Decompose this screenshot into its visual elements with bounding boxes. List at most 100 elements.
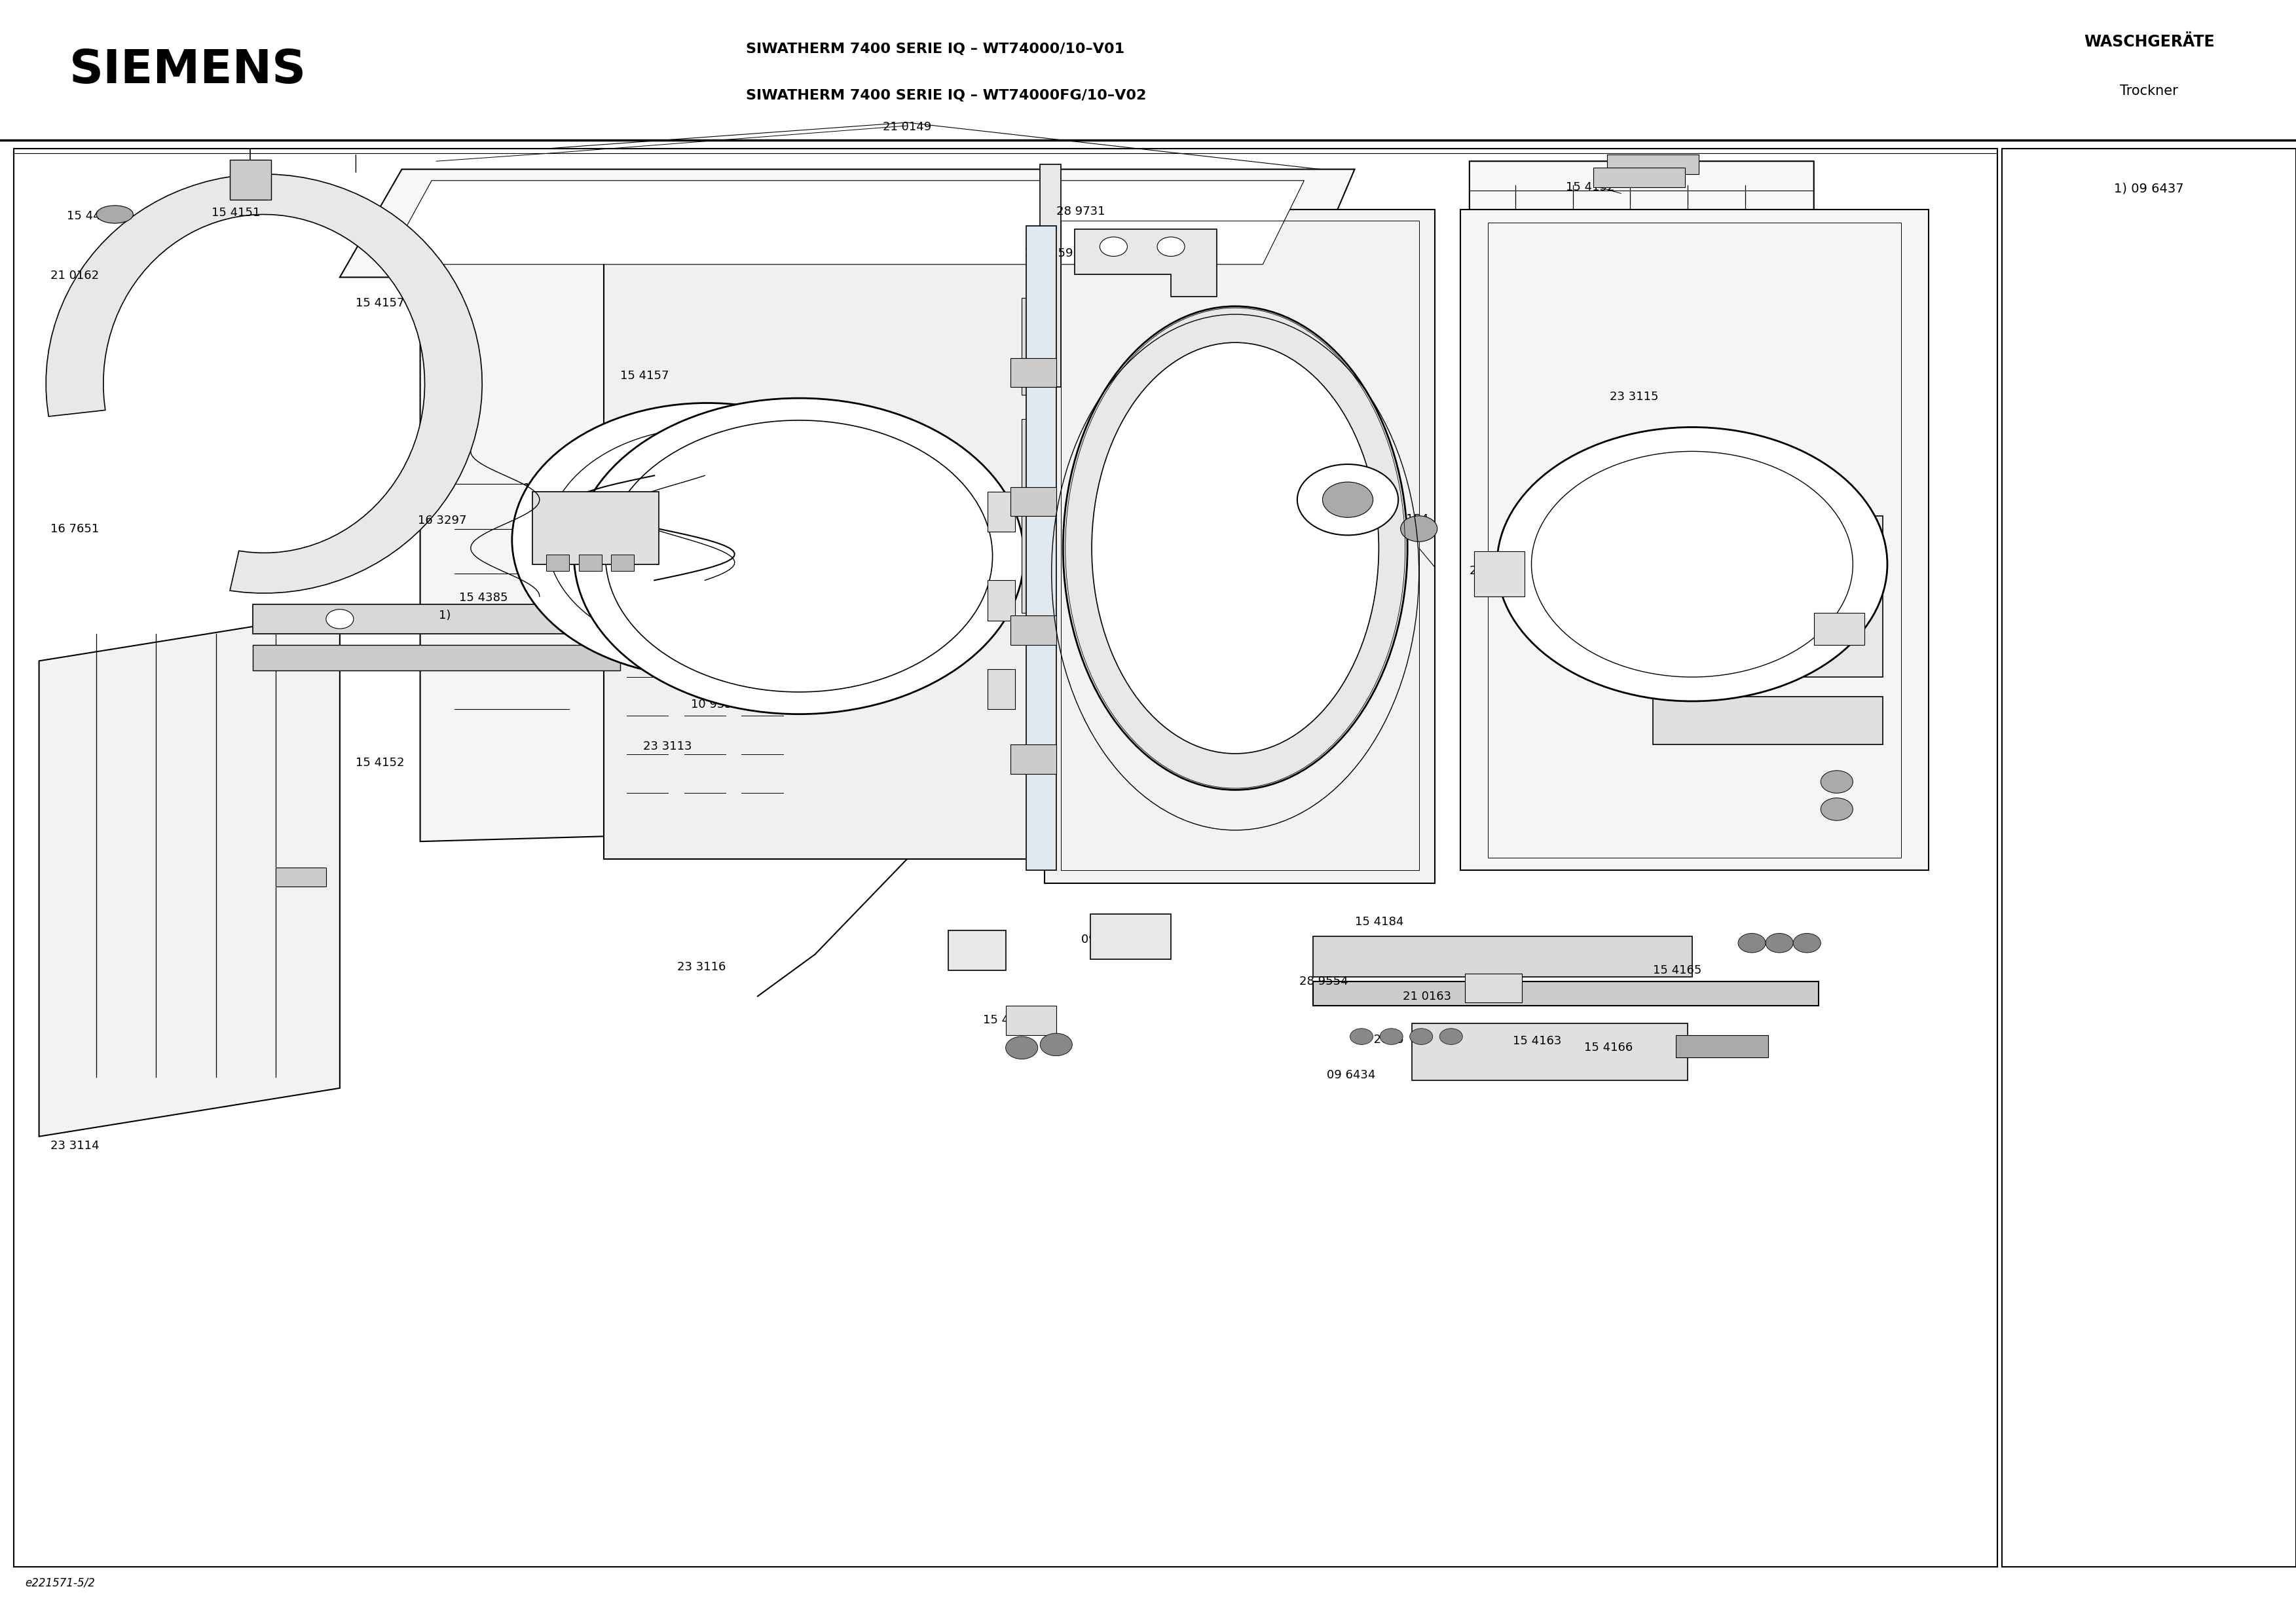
Circle shape	[1766, 933, 1793, 953]
Text: 23 3116: 23 3116	[677, 961, 726, 974]
Circle shape	[1821, 798, 1853, 821]
Bar	[611, 555, 634, 571]
Circle shape	[512, 403, 902, 677]
Text: 21 0159: 21 0159	[1469, 564, 1518, 577]
Bar	[253, 604, 620, 634]
Text: 09 6434: 09 6434	[1327, 1069, 1375, 1082]
Ellipse shape	[1093, 343, 1378, 754]
Polygon shape	[1045, 210, 1435, 883]
Bar	[1022, 419, 1045, 613]
Polygon shape	[39, 613, 340, 1136]
Polygon shape	[1653, 516, 1883, 677]
Text: 15 4157: 15 4157	[356, 297, 404, 310]
Bar	[1465, 974, 1522, 1003]
Text: 15 4154: 15 4154	[1380, 513, 1428, 526]
Bar	[1006, 1006, 1056, 1035]
Text: 15 4385: 15 4385	[459, 592, 507, 604]
Ellipse shape	[1063, 306, 1407, 790]
Bar	[987, 669, 1015, 709]
Bar	[546, 555, 569, 571]
Text: 16 3282: 16 3282	[523, 482, 572, 495]
Text: 15 4183: 15 4183	[1642, 566, 1690, 579]
Bar	[579, 555, 602, 571]
Text: 15 4483: 15 4483	[67, 210, 115, 222]
Circle shape	[1322, 482, 1373, 517]
Bar	[1010, 487, 1056, 516]
Bar	[987, 580, 1015, 621]
Circle shape	[1401, 516, 1437, 542]
Bar	[1010, 616, 1056, 645]
Text: e221571-5/2: e221571-5/2	[25, 1577, 94, 1589]
Bar	[1676, 1035, 1768, 1057]
Text: 15 4159: 15 4159	[1024, 247, 1072, 260]
Text: WASCHGERÄTE: WASCHGERÄTE	[2085, 34, 2213, 50]
Text: 16 7651: 16 7651	[51, 522, 99, 535]
Circle shape	[1410, 1028, 1433, 1045]
Text: 28 9567: 28 9567	[1120, 493, 1169, 506]
Text: 15 4157: 15 4157	[620, 369, 668, 382]
Text: SIEMENS: SIEMENS	[69, 47, 308, 93]
Bar	[1688, 634, 1733, 653]
Bar	[1091, 914, 1171, 959]
Circle shape	[1440, 1028, 1463, 1045]
Text: 15 4152: 15 4152	[1566, 181, 1614, 193]
Text: 17 1217: 17 1217	[953, 959, 1001, 972]
Bar	[1688, 604, 1733, 624]
Text: 15 4166: 15 4166	[1584, 1041, 1632, 1054]
Bar	[987, 492, 1015, 532]
Text: 15 4184: 15 4184	[1355, 916, 1403, 929]
Bar	[1022, 298, 1045, 395]
Text: 15 4152: 15 4152	[356, 756, 404, 769]
Polygon shape	[1040, 164, 1061, 387]
Text: 28 9731: 28 9731	[1056, 205, 1104, 218]
Circle shape	[1380, 1028, 1403, 1045]
Text: 21 0162: 21 0162	[51, 269, 99, 282]
Text: 23 3115: 23 3115	[1609, 390, 1658, 403]
Bar	[230, 160, 271, 200]
Text: Trockner: Trockner	[2119, 84, 2179, 98]
Text: SIWATHERM 7400 SERIE IQ – WT74000/10–V01: SIWATHERM 7400 SERIE IQ – WT74000/10–V01	[746, 42, 1125, 56]
Text: 15 4151: 15 4151	[211, 206, 259, 219]
Text: 10 9350: 10 9350	[691, 698, 739, 711]
Bar	[253, 645, 620, 671]
Bar	[1010, 745, 1056, 774]
Text: 21 0163: 21 0163	[1403, 990, 1451, 1003]
Bar	[1010, 358, 1056, 387]
Polygon shape	[1026, 226, 1056, 870]
Polygon shape	[1075, 229, 1217, 297]
Polygon shape	[386, 181, 1304, 264]
Bar	[1313, 982, 1818, 1006]
Polygon shape	[604, 239, 1033, 859]
Circle shape	[1297, 464, 1398, 535]
Circle shape	[1040, 1033, 1072, 1056]
Text: 21 0149: 21 0149	[882, 121, 932, 134]
Polygon shape	[1460, 210, 1929, 870]
Text: 09 6425: 09 6425	[1081, 933, 1130, 946]
Polygon shape	[46, 174, 482, 593]
Text: 15 4182: 15 4182	[983, 1014, 1031, 1027]
Circle shape	[574, 398, 1024, 714]
Ellipse shape	[96, 205, 133, 224]
Circle shape	[1006, 1037, 1038, 1059]
Bar	[1688, 575, 1733, 595]
Text: SIWATHERM 7400 SERIE IQ – WT74000FG/10–V02: SIWATHERM 7400 SERIE IQ – WT74000FG/10–V…	[746, 89, 1146, 102]
Bar	[1653, 696, 1883, 745]
Bar	[1814, 613, 1864, 645]
Circle shape	[1350, 1028, 1373, 1045]
Text: 1) 09 6437: 1) 09 6437	[2115, 182, 2183, 195]
Circle shape	[1157, 237, 1185, 256]
Bar	[948, 930, 1006, 970]
Bar	[276, 867, 326, 887]
Polygon shape	[1469, 161, 1814, 854]
Bar	[1474, 551, 1525, 596]
Circle shape	[1100, 237, 1127, 256]
Bar	[1607, 155, 1699, 174]
Circle shape	[326, 609, 354, 629]
Circle shape	[1821, 771, 1853, 793]
Circle shape	[1738, 933, 1766, 953]
Text: 15 4146: 15 4146	[1274, 485, 1322, 498]
Text: 28 9554: 28 9554	[1300, 975, 1348, 988]
Bar	[533, 492, 659, 564]
Text: 15 4165: 15 4165	[1653, 964, 1701, 977]
Bar	[1313, 937, 1692, 977]
